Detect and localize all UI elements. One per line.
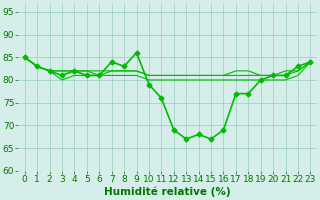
X-axis label: Humidité relative (%): Humidité relative (%)	[104, 187, 231, 197]
